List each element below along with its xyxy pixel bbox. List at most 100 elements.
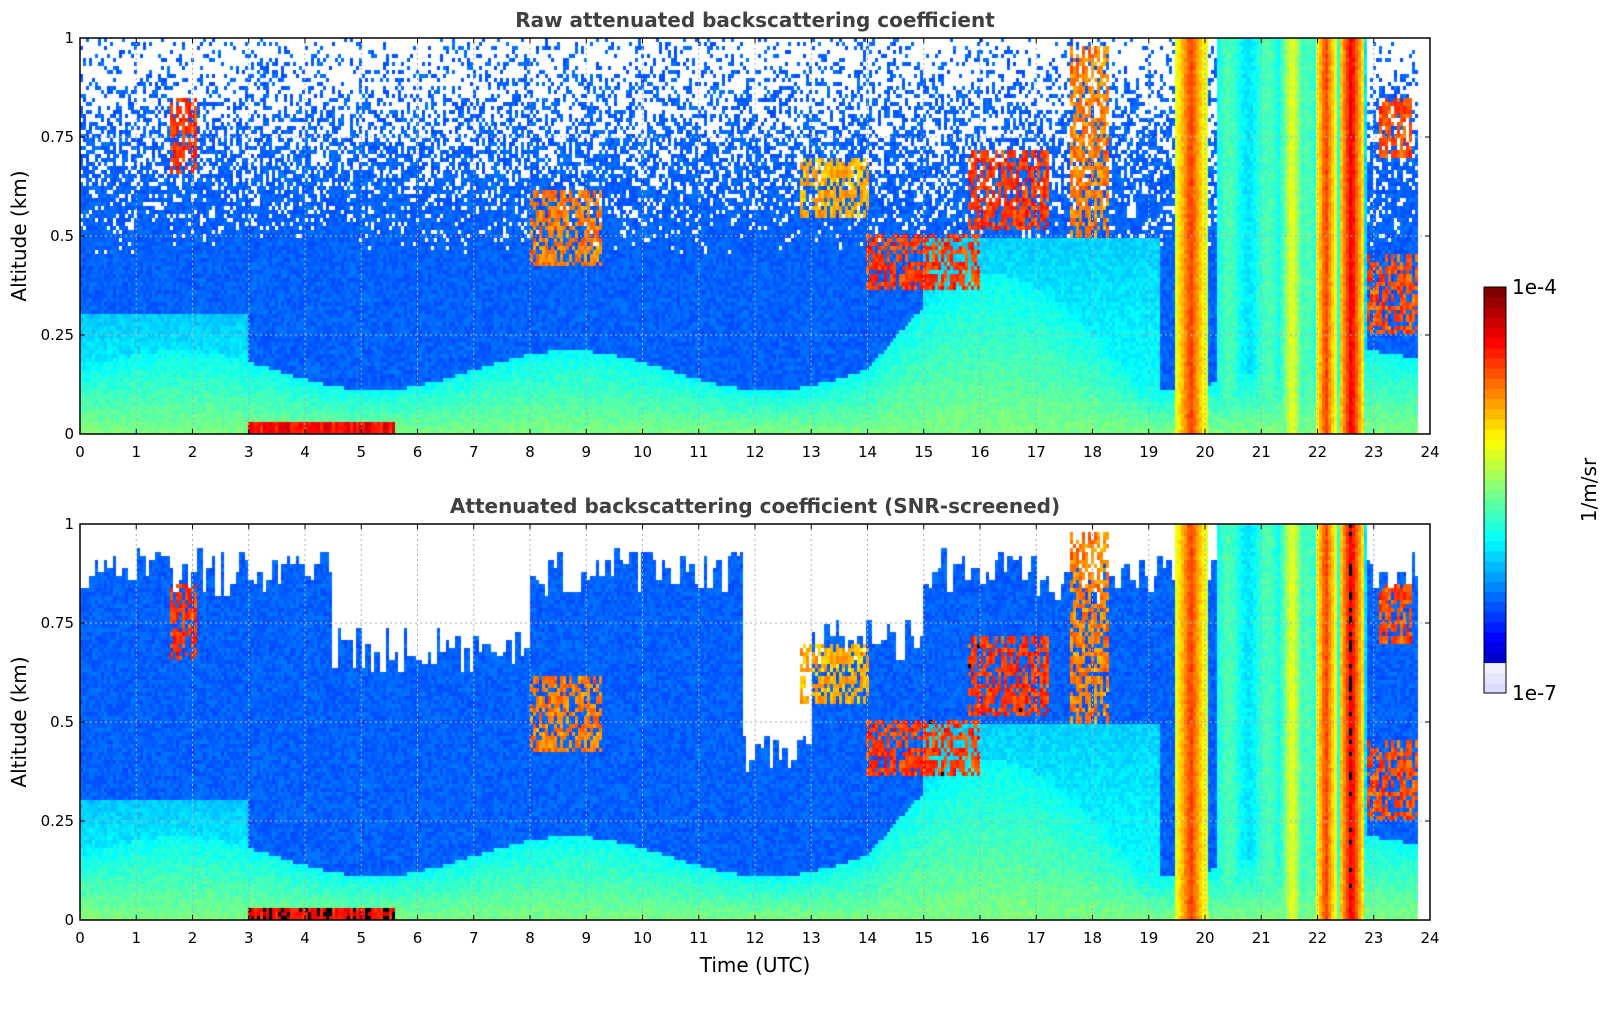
x-tick-label: 18	[1083, 929, 1102, 947]
y-tick-label: 0.25	[41, 326, 74, 344]
colorbar-min-label: 1e-7	[1512, 681, 1557, 705]
x-tick-label: 11	[689, 443, 708, 461]
x-tick-label: 18	[1083, 443, 1102, 461]
x-tick-label: 2	[188, 443, 198, 461]
colorbar-unit-label: 1/m/sr	[1577, 457, 1601, 522]
colorbar-segment	[1484, 429, 1506, 440]
x-tick-label: 11	[689, 929, 708, 947]
x-tick-label: 6	[413, 929, 423, 947]
x-tick-label: 15	[914, 929, 933, 947]
colorbar-segment	[1484, 358, 1506, 369]
x-tick-label: 23	[1364, 443, 1383, 461]
colorbar-segment	[1484, 642, 1506, 653]
colorbar-segment	[1484, 621, 1506, 633]
colorbar-segment	[1484, 611, 1506, 623]
x-tick-label: 14	[858, 929, 877, 947]
x-tick-label: 19	[1139, 443, 1158, 461]
y-tick-label: 0.75	[41, 128, 74, 146]
colorbar-segment	[1484, 682, 1506, 694]
colorbar-segment	[1484, 388, 1506, 400]
colorbar-segment	[1484, 439, 1506, 450]
colorbar-segment	[1484, 530, 1506, 542]
x-tick-label: 17	[1027, 443, 1046, 461]
x-tick-label: 6	[413, 443, 423, 461]
y-tick-label: 0	[64, 425, 74, 443]
x-tick-label: 8	[525, 443, 535, 461]
colorbar-segment	[1484, 347, 1506, 359]
x-tick-label: 10	[633, 929, 652, 947]
x-tick-label: 12	[745, 929, 764, 947]
y-tick-label: 1	[64, 29, 74, 47]
y-tick-label: 0.5	[50, 713, 74, 731]
x-tick-label: 13	[802, 929, 821, 947]
x-tick-label: 5	[356, 929, 366, 947]
colorbar-segment	[1484, 337, 1506, 349]
x-tick-label: 15	[914, 443, 933, 461]
y-tick-label: 0.25	[41, 812, 74, 830]
colorbar-segment	[1484, 632, 1506, 643]
x-tick-label: 4	[300, 443, 310, 461]
colorbar-max-label: 1e-4	[1512, 275, 1557, 299]
x-tick-label: 24	[1420, 929, 1439, 947]
colorbar-segment	[1484, 469, 1506, 481]
colorbar-segment	[1484, 317, 1506, 329]
y-tick-label: 1	[64, 515, 74, 533]
x-tick-label: 16	[970, 443, 989, 461]
colorbar-segment	[1484, 297, 1506, 308]
x-tick-label: 8	[525, 929, 535, 947]
x-tick-label: 17	[1027, 929, 1046, 947]
colorbar-segment	[1484, 500, 1506, 511]
x-tick-label: 12	[745, 443, 764, 461]
colorbar-segment	[1484, 490, 1506, 501]
colorbar-segment	[1484, 459, 1506, 471]
x-tick-label: 7	[469, 929, 479, 947]
x-tick-label: 16	[970, 929, 989, 947]
x-tick-label: 13	[802, 443, 821, 461]
x-tick-label: 19	[1139, 929, 1158, 947]
x-tick-label: 22	[1308, 929, 1327, 947]
x-tick-label: 23	[1364, 929, 1383, 947]
x-tick-label: 22	[1308, 443, 1327, 461]
colorbar-segment	[1484, 449, 1506, 461]
x-tick-label: 10	[633, 443, 652, 461]
x-tick-label: 9	[581, 443, 591, 461]
colorbar-segment	[1484, 398, 1506, 410]
y-axis-label-1: Altitude (km)	[7, 170, 31, 301]
x-tick-label: 0	[75, 929, 85, 947]
x-tick-label: 3	[244, 443, 254, 461]
colorbar-segment	[1484, 652, 1506, 664]
x-tick-label: 14	[858, 443, 877, 461]
x-tick-label: 21	[1252, 929, 1271, 947]
x-tick-label: 5	[356, 443, 366, 461]
y-tick-label: 0	[64, 911, 74, 929]
colorbar-segment	[1484, 550, 1506, 562]
x-tick-label: 1	[131, 443, 141, 461]
colorbar-segment	[1484, 581, 1506, 592]
colorbar-segment	[1484, 672, 1506, 684]
colorbar-segment	[1484, 591, 1506, 603]
colorbar-segment	[1484, 540, 1506, 552]
x-tick-label: 20	[1195, 443, 1214, 461]
x-tick-label: 7	[469, 443, 479, 461]
x-axis-label: Time (UTC)	[699, 953, 811, 977]
colorbar-segment	[1484, 561, 1506, 572]
x-tick-label: 0	[75, 443, 85, 461]
colorbar-segment	[1484, 520, 1506, 532]
colorbar-segment	[1484, 418, 1506, 430]
colorbar-segment	[1484, 408, 1506, 420]
x-tick-label: 24	[1420, 443, 1439, 461]
colorbar-segment	[1484, 287, 1506, 298]
y-axis-label-2: Altitude (km)	[7, 656, 31, 787]
x-tick-label: 9	[581, 929, 591, 947]
colorbar-segment	[1484, 601, 1506, 613]
x-tick-label: 4	[300, 929, 310, 947]
colorbar-segment	[1484, 368, 1506, 379]
colorbar-segment	[1484, 571, 1506, 582]
x-tick-label: 3	[244, 929, 254, 947]
colorbar-segment	[1484, 307, 1506, 318]
colorbar-segment	[1484, 479, 1506, 491]
x-tick-label: 21	[1252, 443, 1271, 461]
colorbar-segment	[1484, 378, 1506, 389]
